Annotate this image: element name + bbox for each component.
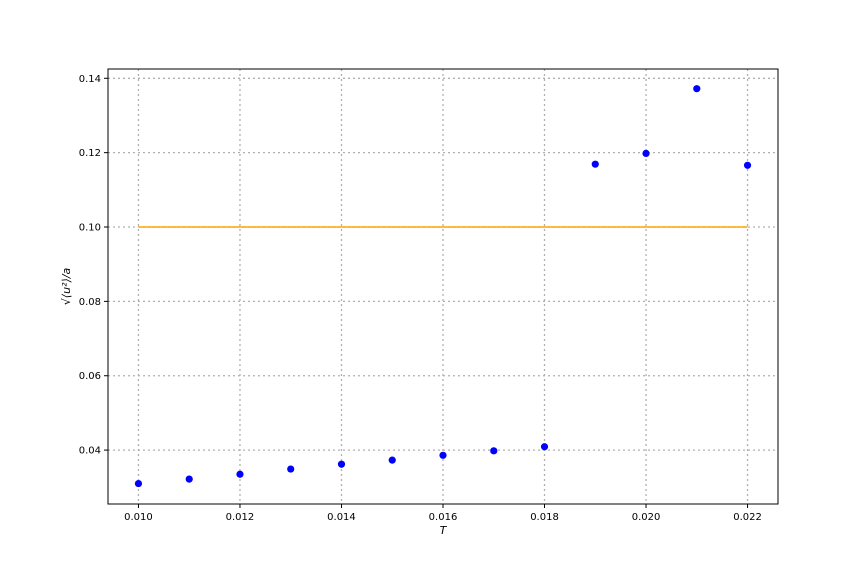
- data-point: [490, 447, 498, 455]
- y-tick-label: 0.06: [79, 371, 101, 382]
- data-point: [693, 85, 701, 93]
- data-point: [540, 443, 549, 451]
- x-tick-label: 0.020: [632, 512, 661, 523]
- data-point: [287, 465, 295, 473]
- x-axis-label: T: [440, 524, 448, 537]
- x-tick-label: 0.018: [530, 512, 559, 523]
- data-point: [642, 149, 650, 157]
- y-axis-label: √⟨u²⟩/a: [60, 268, 73, 306]
- data-point: [743, 161, 752, 169]
- x-axis-ticks: 0.010 0.012 0.014 0.016 0.018 0.020 0.022: [124, 504, 762, 523]
- data-point: [236, 470, 244, 478]
- plot-series: [134, 85, 752, 488]
- x-tick-label: 0.014: [327, 512, 356, 523]
- x-tick-label: 0.016: [429, 512, 458, 523]
- data-point: [185, 475, 193, 483]
- y-tick-label: 0.10: [79, 223, 101, 234]
- grid: [108, 69, 778, 504]
- y-axis-ticks: 0.04 0.06 0.08 0.10 0.12 0.14: [79, 74, 108, 457]
- x-tick-label: 0.010: [124, 512, 153, 523]
- x-tick-label: 0.012: [226, 512, 255, 523]
- data-point: [337, 460, 346, 468]
- y-tick-label: 0.04: [79, 446, 101, 457]
- data-point: [388, 456, 396, 464]
- data-point: [439, 451, 447, 459]
- data-point: [134, 479, 143, 488]
- y-tick-label: 0.12: [79, 148, 101, 159]
- y-tick-label: 0.14: [79, 74, 101, 85]
- y-tick-label: 0.08: [79, 297, 101, 308]
- data-point: [591, 160, 599, 168]
- x-tick-label: 0.022: [733, 512, 762, 523]
